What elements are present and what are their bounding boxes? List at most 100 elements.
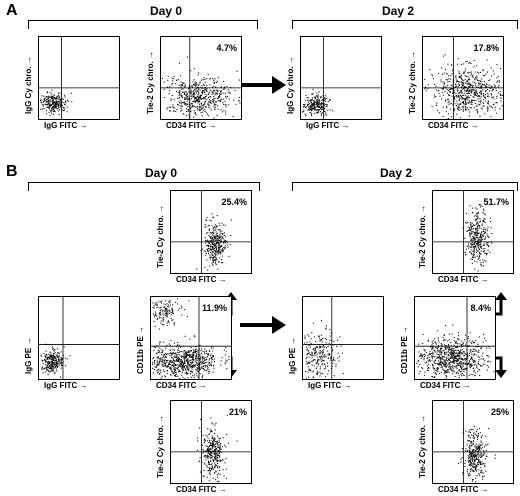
event-dot	[175, 371, 177, 373]
event-dot	[177, 91, 179, 93]
event-dot	[161, 361, 163, 363]
event-dot	[197, 100, 199, 102]
event-dot	[188, 88, 190, 90]
event-dot	[452, 353, 454, 355]
event-dot	[456, 108, 458, 110]
event-dot	[211, 225, 213, 227]
event-dot	[467, 355, 469, 357]
event-dot	[185, 352, 187, 354]
event-dot	[478, 447, 480, 449]
event-dot	[55, 97, 57, 99]
event-dot	[186, 358, 188, 360]
event-dot	[321, 358, 323, 360]
event-dot	[459, 369, 461, 371]
event-dot	[468, 374, 470, 376]
event-dot	[306, 341, 308, 343]
event-dot	[196, 370, 198, 372]
event-dot	[316, 102, 318, 104]
event-dot	[482, 476, 484, 478]
event-dot	[327, 357, 329, 359]
event-dot	[448, 346, 450, 348]
event-dot	[315, 368, 317, 370]
event-dot	[172, 365, 174, 367]
event-dot	[220, 237, 222, 239]
event-dot	[472, 464, 474, 466]
event-dot	[498, 81, 500, 83]
event-dot	[477, 232, 479, 234]
event-dot	[192, 91, 194, 93]
event-dot	[195, 351, 197, 353]
event-dot	[189, 359, 191, 361]
event-dot	[447, 364, 449, 366]
event-dot	[441, 362, 443, 364]
event-dot	[434, 369, 436, 371]
event-dot	[480, 365, 482, 367]
event-dot	[474, 460, 476, 462]
event-dot	[175, 368, 177, 370]
event-dot	[185, 356, 187, 358]
event-dot	[210, 444, 212, 446]
event-dot	[219, 450, 221, 452]
event-dot	[200, 112, 202, 114]
event-dot	[193, 116, 195, 118]
event-dot	[163, 324, 165, 326]
event-dot	[445, 364, 447, 366]
event-dot	[216, 447, 218, 449]
event-dot	[480, 358, 482, 360]
event-dot	[169, 353, 171, 355]
event-dot	[436, 102, 438, 104]
event-dot	[185, 357, 187, 359]
event-dot	[166, 344, 168, 346]
event-dot	[476, 86, 478, 88]
event-dot	[212, 371, 214, 373]
event-dot	[478, 82, 480, 84]
event-dot	[478, 472, 480, 474]
event-dot	[59, 98, 61, 100]
event-dot	[214, 438, 216, 440]
event-dot	[208, 229, 210, 231]
event-dot	[56, 101, 58, 103]
event-dot	[306, 354, 308, 356]
event-dot	[215, 240, 217, 242]
event-dot	[479, 259, 481, 261]
event-dot	[482, 472, 484, 474]
event-dot	[466, 444, 468, 446]
event-dot	[173, 362, 175, 364]
event-dot	[213, 253, 215, 255]
event-dot	[173, 368, 175, 370]
event-dot	[484, 222, 486, 224]
event-dot	[497, 75, 499, 77]
event-dot	[332, 110, 334, 112]
event-dot	[193, 79, 195, 81]
event-dot	[209, 364, 211, 366]
event-dot	[477, 361, 479, 363]
event-dot	[468, 247, 470, 249]
event-dot	[455, 85, 457, 87]
event-dot	[443, 363, 445, 365]
event-dot	[193, 89, 195, 91]
event-dot	[418, 359, 420, 361]
event-dot	[208, 441, 210, 443]
event-dot	[475, 89, 477, 91]
event-dot	[219, 245, 221, 247]
event-dot	[471, 358, 473, 360]
event-dot	[462, 365, 464, 367]
event-dot	[173, 363, 175, 365]
event-dot	[213, 108, 215, 110]
event-dot	[160, 313, 162, 315]
event-dot	[442, 55, 444, 57]
event-dot	[435, 373, 437, 375]
event-dot	[224, 224, 226, 226]
event-dot	[322, 351, 324, 353]
event-dot	[224, 354, 226, 356]
event-dot	[185, 355, 187, 357]
event-dot	[58, 107, 60, 109]
event-dot	[448, 333, 450, 335]
event-dot	[215, 86, 217, 88]
event-dot	[219, 438, 221, 440]
event-dot	[477, 454, 479, 456]
event-dot	[191, 366, 193, 368]
event-dot	[480, 262, 482, 264]
event-dot	[334, 359, 336, 361]
event-dot	[461, 345, 463, 347]
